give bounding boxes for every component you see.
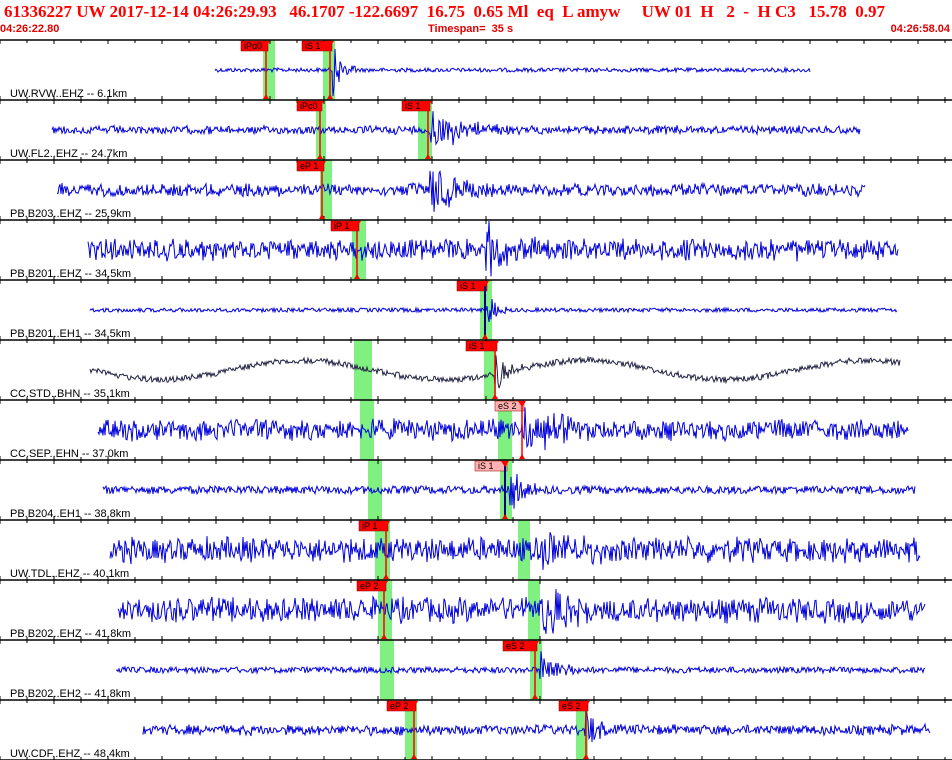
time-ticks	[0, 280, 946, 340]
phase-pick-label: eP 2	[390, 701, 408, 711]
timespan-label: Timespan= 35 s	[428, 23, 514, 35]
time-ticks	[0, 160, 946, 220]
channel-label: PB.B203..EHZ -- 25.9km	[10, 208, 131, 220]
waveform-trace	[102, 473, 916, 509]
start-time-label: 04:26:22.80	[0, 23, 60, 35]
pick-window-band	[368, 460, 382, 520]
phase-pick-flag[interactable]: iP 1	[330, 220, 361, 279]
phase-pick-flag[interactable]: iS 1	[465, 340, 499, 399]
channel-label: UW.TDL..EHZ -- 40.1km	[10, 568, 129, 580]
phase-pick-label: iPc0	[300, 101, 318, 111]
waveform-trace	[117, 589, 926, 634]
time-ticks	[0, 40, 946, 100]
phase-pick-label: iP 1	[362, 521, 377, 531]
pick-window-band	[352, 220, 366, 280]
waveform-trace	[97, 407, 909, 451]
end-time-label: 04:26:58.04	[890, 23, 950, 35]
phase-pick-flag[interactable]: iS 1	[456, 280, 489, 339]
phase-pick-flag[interactable]: eP 2	[356, 580, 388, 639]
pick-window-band	[530, 640, 542, 700]
channel-label: PB.B204..EH1 -- 38.8km	[10, 508, 130, 520]
waveform-trace	[56, 169, 866, 212]
channel-label: CC.STD..BHN -- 35.1km	[10, 388, 130, 400]
phase-pick-flag[interactable]: eS 2	[494, 400, 526, 459]
channel-label: PB.B202..EH2 -- 41.8km	[10, 688, 130, 700]
pick-window-band	[323, 40, 335, 100]
phase-pick-flag[interactable]: iS 1	[401, 100, 432, 159]
event-summary-title: 61336227 UW 2017-12-14 04:26:29.93 46.17…	[4, 2, 885, 21]
phase-pick-label: iS 1	[460, 281, 476, 291]
phase-pick-flag[interactable]: eP 2	[386, 700, 418, 759]
waveform-trace	[214, 48, 811, 97]
waveform-trace	[142, 707, 931, 743]
channel-label: UW.RVW..EHZ -- 6.1km	[10, 88, 127, 100]
waveform-trace	[109, 532, 921, 570]
phase-pick-flag[interactable]: iPd0	[240, 40, 270, 99]
waveform-trace	[51, 111, 861, 146]
channel-label: PB.B202..EHZ -- 41.8km	[10, 628, 131, 640]
waveform-trace	[115, 651, 926, 679]
waveform-trace	[87, 220, 899, 277]
channel-label: PB.B201..EHZ -- 34.5km	[10, 268, 131, 280]
pick-window-band	[354, 340, 372, 400]
pick-window-band	[484, 340, 496, 400]
phase-pick-flag[interactable]: iS 1	[301, 40, 334, 99]
phase-pick-flag[interactable]: iP 1	[358, 520, 390, 579]
phase-pick-label: eS 2	[506, 641, 525, 651]
waveform-trace	[89, 299, 898, 322]
pick-window-band	[360, 400, 374, 460]
phase-pick-label: iS 1	[478, 461, 494, 471]
channel-label: UW.FL2..EHZ -- 24.7km	[10, 148, 127, 160]
pick-window-band	[378, 580, 392, 640]
channel-label: UW.CDF..EHZ -- 48.4km	[10, 748, 130, 760]
phase-pick-label: iS 1	[305, 41, 321, 51]
phase-pick-flag[interactable]: eP 1	[296, 160, 326, 219]
phase-pick-label: iS 1	[469, 341, 485, 351]
channel-label: CC.SEP..EHN -- 37.0km	[10, 448, 128, 460]
time-ticks	[0, 520, 946, 580]
phase-pick-flag[interactable]: eS 2	[558, 700, 590, 759]
phase-pick-label: iPd0	[244, 41, 262, 51]
phase-pick-flag[interactable]: iS 1	[474, 460, 509, 519]
phase-pick-label: eS 2	[562, 701, 581, 711]
channel-label: PB.B201..EH1 -- 34.5km	[10, 328, 130, 340]
phase-pick-label: iS 1	[405, 101, 421, 111]
phase-pick-label: eP 1	[300, 161, 318, 171]
phase-pick-flag[interactable]: eS 2	[502, 640, 539, 699]
phase-pick-label: iP 1	[334, 221, 349, 231]
time-ticks	[0, 220, 946, 280]
phase-pick-label: eP 2	[360, 581, 378, 591]
phase-pick-flag[interactable]: iPc0	[296, 100, 324, 159]
phase-pick-label: eS 2	[498, 401, 517, 411]
time-ticks	[0, 460, 946, 520]
